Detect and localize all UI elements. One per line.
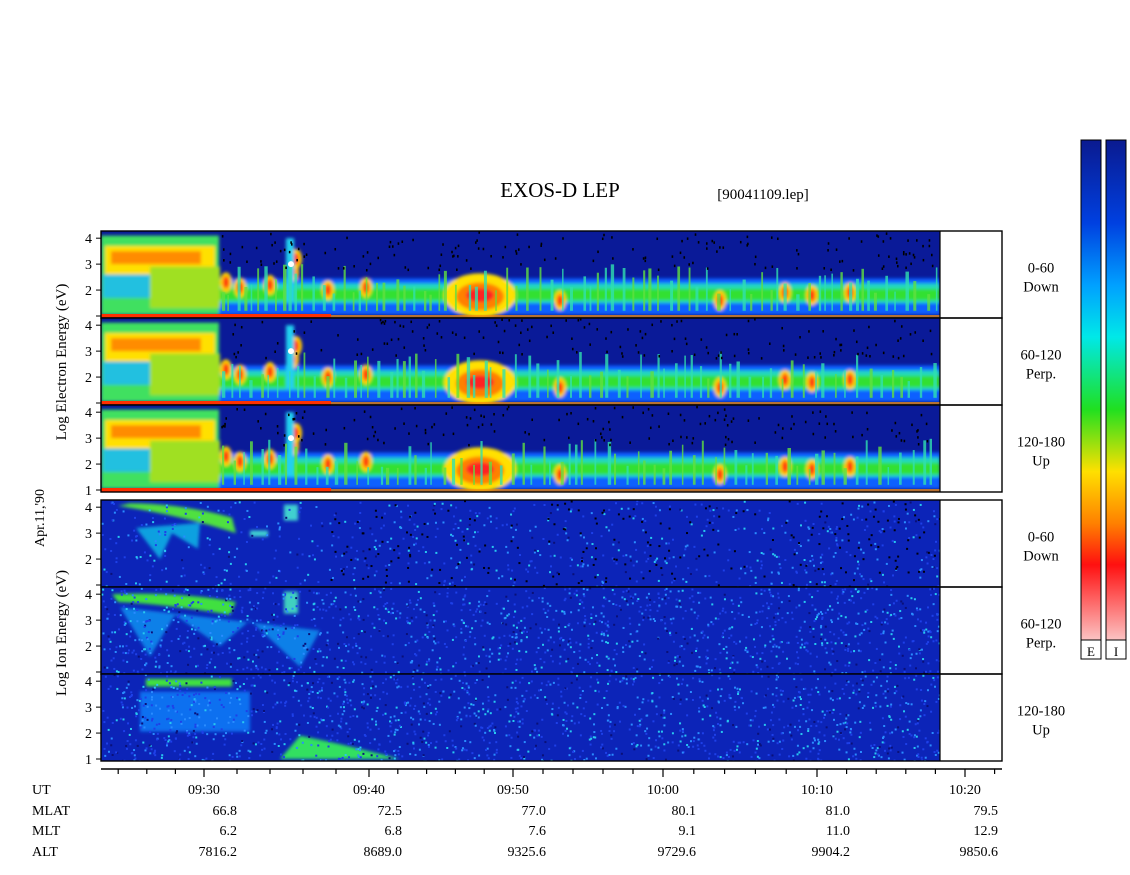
panel-electron-2: 1 2 3 4 120-180 Up <box>85 404 1065 499</box>
orbit-mlat-value: 79.5 <box>974 804 999 819</box>
y-tick-label: 2 <box>85 458 92 473</box>
x-axis <box>101 768 1002 777</box>
y-tick-label: 2 <box>85 371 92 386</box>
orbit-mlt-value: 7.6 <box>529 824 547 839</box>
ion-axis-text: Log Ion Energy (eV) <box>54 570 70 696</box>
pitch-label: 60-120 <box>1020 617 1061 633</box>
y-tick-label: 3 <box>85 345 92 360</box>
orbit-mlat-value: 81.0 <box>826 804 851 819</box>
pitch-label: 120-180 <box>1017 435 1065 451</box>
pitch-label: 0-60 <box>1028 261 1055 277</box>
panel-frame <box>100 673 1003 762</box>
direction-label: Up <box>1032 723 1050 739</box>
panel-spectrum <box>101 231 940 318</box>
panel-spectrum-soft <box>101 409 940 492</box>
orbit-alt-value: 9904.2 <box>812 845 851 860</box>
y-tick-label: 4 <box>85 501 92 516</box>
orbit-alt-value: 9850.6 <box>960 845 999 860</box>
orbit-mlt-value: 12.9 <box>974 824 999 839</box>
orbit-alt-value: 9729.6 <box>658 845 697 860</box>
colorbar-i: I <box>1105 139 1127 660</box>
y-tick-label: 2 <box>85 727 92 742</box>
orbit-mlt-value: 11.0 <box>826 824 850 839</box>
panel-spectrum-soft <box>101 235 940 318</box>
panel-spectrum <box>101 587 940 674</box>
y-tick-label: 3 <box>85 614 92 629</box>
panel-spectrum <box>101 318 940 405</box>
panel-electron-1: 2 3 4 60-120 Perp. <box>85 317 1062 406</box>
direction-label: Perp. <box>1026 636 1056 652</box>
orbit-mlat-value: 80.1 <box>672 804 697 819</box>
electron-axis-title: Log Electron Energy (eV) <box>54 284 70 441</box>
panel-ion-2: 1 2 3 4 120-180 Up <box>85 673 1065 768</box>
colorbar-i-label: I <box>1114 644 1118 659</box>
panel-spectrum <box>101 405 940 492</box>
orbit-row-label-alt: ALT <box>32 845 58 860</box>
orbit-mlt-value: 6.2 <box>220 824 238 839</box>
panel-spectrum <box>102 674 940 761</box>
orbit-alt-value: 9325.6 <box>508 845 547 860</box>
colorbar-e-label: E <box>1087 644 1095 659</box>
panel-electron-0: 2 3 4 0-60 Down <box>85 230 1059 319</box>
orbit-mlat-value: 72.5 <box>378 804 403 819</box>
orbit-ut-value: 10:10 <box>801 783 833 798</box>
orbit-alt-value: 7816.2 <box>199 845 238 860</box>
direction-label: Up <box>1032 454 1050 470</box>
orbit-row-label-ut: UT <box>32 783 51 798</box>
y-tick-label: 1 <box>85 753 92 768</box>
direction-label: Down <box>1023 280 1059 296</box>
orbit-ut-value: 10:20 <box>949 783 981 798</box>
orbit-row-label-mlt: MLT <box>32 824 61 839</box>
y-tick-label: 4 <box>85 232 92 247</box>
orbit-mlat-value: 77.0 <box>522 804 547 819</box>
orbit-ut-value: 09:50 <box>497 783 529 798</box>
y-tick-label: 3 <box>85 527 92 542</box>
panel-ion-1: 2 3 4 60-120 Perp. <box>85 586 1062 675</box>
orbit-mlat-value: 66.8 <box>213 804 238 819</box>
orbit-ut-value: 09:40 <box>353 783 385 798</box>
y-tick-label: 2 <box>85 284 92 299</box>
date-label: Apr.11,'90 <box>33 489 48 547</box>
file-label: [90041109.lep] <box>717 187 809 203</box>
orbit-alt-value: 8689.0 <box>364 845 403 860</box>
orbit-ut-value: 09:30 <box>188 783 220 798</box>
y-tick-label: 2 <box>85 553 92 568</box>
y-tick-label: 2 <box>85 640 92 655</box>
ion-axis-title: Log Ion Energy (eV) <box>54 570 70 696</box>
y-tick-label: 4 <box>85 588 92 603</box>
panel-spectrum-soft <box>112 591 320 667</box>
orbit-table: UT MLAT MLT ALT 09:30 66.8 6.2 7816.2 09:40 72.5 6… <box>32 783 998 860</box>
direction-label: Down <box>1023 549 1059 565</box>
orbit-row-label-mlat: MLAT <box>32 804 71 819</box>
orbit-ut-value: 10:00 <box>647 783 679 798</box>
panel-spectrum-soft <box>118 503 298 560</box>
y-tick-label: 4 <box>85 406 92 421</box>
y-tick-label: 4 <box>85 675 92 690</box>
direction-label: Perp. <box>1026 367 1056 383</box>
orbit-mlt-value: 6.8 <box>385 824 403 839</box>
electron-axis-text: Log Electron Energy (eV) <box>54 284 70 441</box>
y-tick-label: 1 <box>85 484 92 499</box>
panel-ion-0: 2 3 4 0-60 Down <box>85 499 1059 588</box>
spectrogram-panels: 2 3 4 0-60 Down 2 3 4 60-120 Perp. 1 2 3 4 120-180 Up 2 3… <box>85 230 1065 768</box>
orbit-mlt-value: 9.1 <box>679 824 697 839</box>
pitch-label: 60-120 <box>1020 348 1061 364</box>
panel-background <box>101 500 940 587</box>
date-label-wrap: Apr.11,'90 <box>33 489 48 547</box>
y-tick-label: 3 <box>85 701 92 716</box>
figure-title: EXOS-D LEP <box>500 178 620 202</box>
pitch-label: 120-180 <box>1017 704 1065 720</box>
colorbar-e: E <box>1080 139 1102 660</box>
y-tick-label: 3 <box>85 432 92 447</box>
pitch-label: 0-60 <box>1028 530 1055 546</box>
y-tick-label: 4 <box>85 319 92 334</box>
panel-frame <box>100 404 1003 493</box>
y-tick-label: 3 <box>85 258 92 273</box>
panel-spectrum <box>101 500 940 587</box>
